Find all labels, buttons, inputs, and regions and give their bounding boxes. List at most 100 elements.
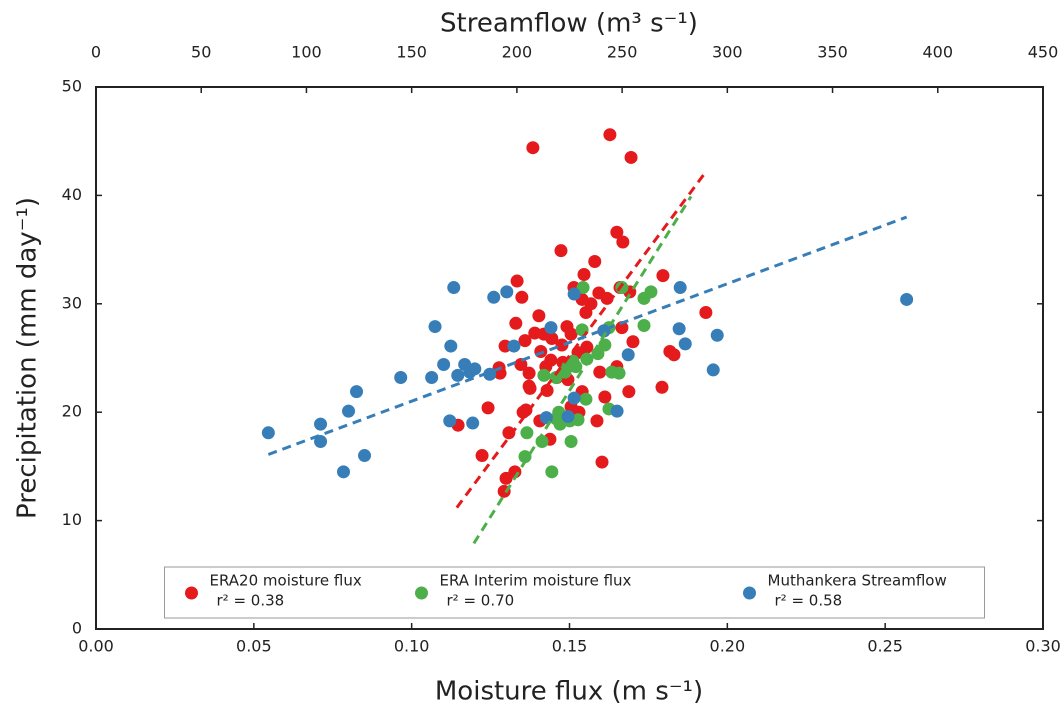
- x2-axis-title: Streamflow (m³ s⁻¹): [440, 9, 698, 39]
- point: [621, 348, 635, 362]
- point: [487, 290, 501, 304]
- trend-line: [455, 169, 709, 509]
- y-tick-label: 50: [62, 77, 82, 96]
- point: [437, 358, 451, 372]
- trend-line: [267, 215, 908, 456]
- point: [598, 390, 612, 404]
- x-tick-label: 0.25: [867, 637, 903, 656]
- x-tick-label: 0.15: [552, 637, 588, 656]
- x2-tick-label: 50: [191, 43, 211, 62]
- point: [518, 334, 532, 348]
- point: [425, 371, 439, 385]
- y-tick-label: 30: [62, 293, 82, 312]
- legend: ERA20 moisture flux r² = 0.38 ERA Interim …: [164, 566, 985, 619]
- point: [644, 285, 658, 299]
- x2-tick-label: 400: [923, 43, 954, 62]
- point: [468, 362, 482, 376]
- point: [626, 335, 640, 349]
- point: [520, 426, 534, 440]
- point: [672, 322, 686, 336]
- x-axis-title: Moisture flux (m s⁻¹): [435, 677, 703, 707]
- point: [443, 414, 457, 428]
- point: [673, 281, 687, 295]
- legend-r2: r² = 0.58: [775, 592, 843, 610]
- point: [510, 274, 524, 288]
- point: [428, 320, 442, 334]
- point: [678, 337, 692, 351]
- x-tick-label: 0.00: [78, 637, 114, 656]
- point: [567, 287, 581, 301]
- y-tick-label: 0: [72, 619, 82, 638]
- point: [567, 391, 581, 405]
- trend-line: [472, 195, 693, 545]
- plot-frame: [95, 86, 1044, 630]
- x2-tick-label: 100: [291, 43, 322, 62]
- point: [579, 305, 593, 319]
- x2-tick-label: 150: [396, 43, 427, 62]
- legend-marker: [415, 586, 428, 600]
- point: [540, 384, 554, 398]
- point: [615, 321, 629, 335]
- legend-r2: r² = 0.70: [447, 592, 515, 610]
- x2-tick-label: 350: [817, 43, 848, 62]
- point: [261, 426, 275, 440]
- point: [637, 318, 651, 332]
- point: [564, 434, 578, 448]
- point: [564, 327, 578, 341]
- point: [595, 455, 609, 469]
- point: [656, 269, 670, 283]
- point: [545, 331, 559, 345]
- point: [610, 225, 624, 239]
- x2-tick-label: 450: [1028, 43, 1059, 62]
- point: [539, 411, 553, 425]
- y-tick-label: 20: [62, 402, 82, 421]
- point: [710, 328, 724, 342]
- point: [577, 268, 591, 282]
- legend-label: Muthankera Streamflow: [768, 572, 947, 590]
- point: [569, 360, 583, 374]
- point: [447, 281, 461, 295]
- point: [580, 352, 594, 366]
- point: [537, 368, 551, 382]
- point: [526, 141, 540, 155]
- point: [444, 339, 458, 353]
- legend-r2: r² = 0.38: [217, 592, 285, 610]
- point: [667, 348, 681, 362]
- point: [336, 465, 350, 479]
- point: [532, 309, 546, 323]
- point: [500, 285, 514, 299]
- point: [622, 385, 636, 399]
- legend-box: [164, 566, 985, 619]
- point: [544, 321, 558, 335]
- point: [598, 338, 612, 352]
- point: [561, 410, 575, 424]
- point: [624, 150, 638, 164]
- point: [523, 381, 537, 395]
- point: [499, 471, 513, 485]
- point: [603, 128, 617, 142]
- point: [900, 292, 914, 306]
- x2-tick-label: 300: [712, 43, 743, 62]
- point: [699, 305, 713, 319]
- point: [350, 385, 364, 399]
- point: [514, 358, 528, 372]
- x-tick-label: 0.05: [236, 637, 272, 656]
- point: [610, 404, 624, 418]
- legend-label: ERA20 moisture flux: [210, 572, 362, 590]
- legend-marker: [185, 586, 198, 600]
- legend-marker: [743, 586, 756, 600]
- point: [509, 316, 523, 330]
- point: [502, 426, 516, 440]
- legend-label: ERA Interim moisture flux: [440, 572, 632, 590]
- point: [591, 347, 605, 361]
- point: [516, 405, 530, 419]
- point: [475, 449, 489, 463]
- y-tick-label: 40: [62, 185, 82, 204]
- point: [515, 290, 529, 304]
- point: [314, 434, 328, 448]
- x-tick-label: 0.10: [394, 637, 430, 656]
- point: [507, 339, 521, 353]
- point: [518, 450, 532, 464]
- x2-tick-label: 250: [607, 43, 638, 62]
- point: [554, 244, 568, 258]
